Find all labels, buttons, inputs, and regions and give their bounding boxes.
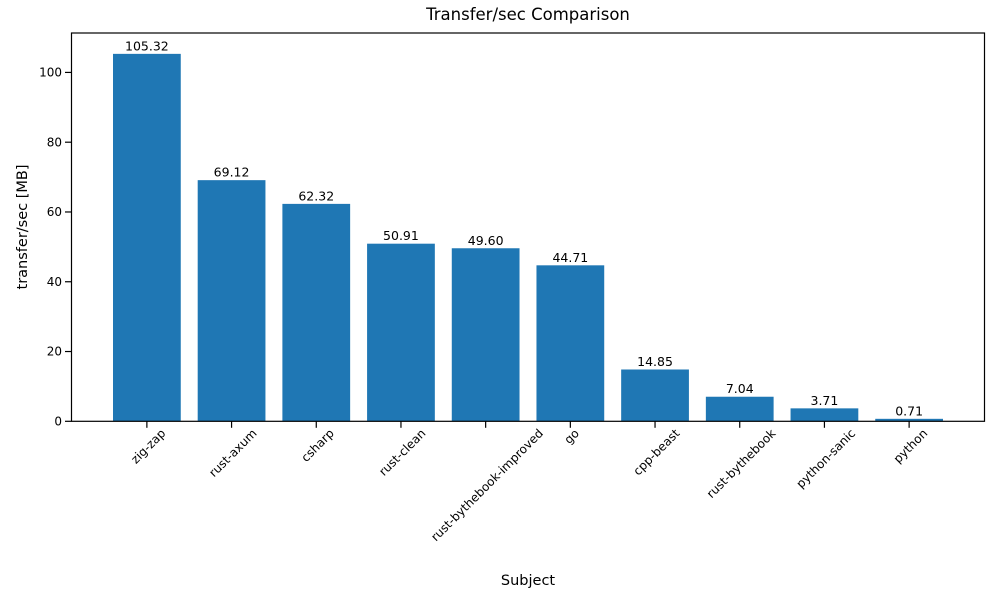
bar-value-label: 62.32 [298, 188, 334, 203]
plot-area: 105.32 zig-zap 69.12 rust-axum 62.32 csharp 50… [39, 32, 986, 544]
x-tick-label: cpp-beast [630, 426, 682, 478]
x-tick-label: zig-zap [128, 426, 168, 466]
chart-title: Transfer/sec Comparison [425, 5, 630, 24]
bar-value-label: 50.91 [383, 228, 419, 243]
bar-zig-zap [113, 53, 181, 422]
bar-cpp-beast [621, 369, 689, 422]
x-tick-label: python [891, 426, 931, 466]
bar-python [875, 418, 943, 422]
bar-python-sanic [790, 408, 859, 422]
bar-go [536, 265, 605, 422]
y-tick-label: 80 [47, 135, 62, 149]
bar-value-label: 7.04 [726, 381, 754, 396]
bar-csharp [282, 203, 351, 422]
bar-rust-bythebook [705, 396, 774, 422]
y-tick-label: 0 [54, 415, 62, 429]
y-axis-label: transfer/sec [MB] [15, 165, 31, 290]
bar-rust-axum [197, 180, 266, 422]
x-tick-label: rust-clean [376, 426, 428, 478]
bar-value-label: 3.71 [811, 393, 839, 408]
bar-value-label: 69.12 [214, 165, 250, 180]
bar-rust-clean [367, 243, 435, 422]
y-tick-label: 20 [47, 345, 62, 359]
x-tick-label: csharp [298, 426, 336, 464]
bar-rust-bythebook-improved [451, 248, 520, 422]
plot-border [70, 32, 986, 422]
bar-value-label: 105.32 [125, 38, 169, 53]
x-tick-label: rust-bythebook [704, 426, 779, 501]
bar-value-label: 49.60 [468, 233, 504, 248]
bar-value-label: 44.71 [552, 250, 588, 265]
bar-value-label: 14.85 [637, 354, 673, 369]
x-tick-label: rust-axum [206, 426, 259, 479]
y-tick-label: 40 [47, 275, 62, 289]
bar-value-label: 0.71 [895, 403, 923, 418]
y-tick-label: 100 [39, 66, 62, 80]
x-axis-label: Subject [501, 573, 556, 589]
y-tick-label: 60 [47, 205, 62, 219]
x-tick-label: go [562, 426, 582, 446]
x-tick-label: rust-bythebook-improved [428, 426, 546, 544]
x-tick-label: python-sanic [794, 426, 859, 491]
